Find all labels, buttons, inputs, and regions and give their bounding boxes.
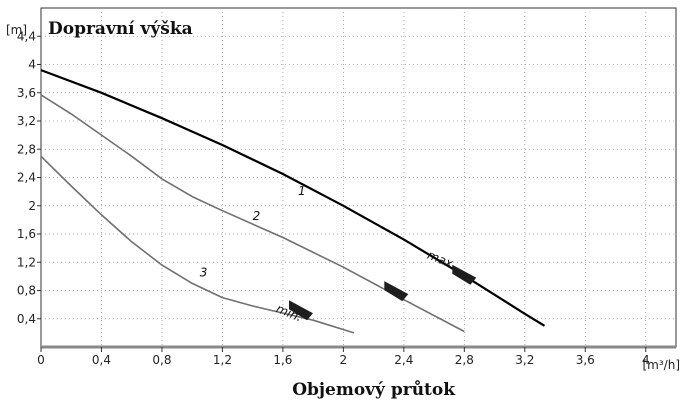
y-tick-label: 1,2 bbox=[17, 255, 36, 269]
x-tick-label: 0 bbox=[37, 353, 45, 367]
x-unit-label: [m³/h] bbox=[642, 358, 680, 372]
x-tick-label: 2 bbox=[340, 353, 348, 367]
series-line-3 bbox=[40, 155, 355, 334]
chart-title: Dopravní výška bbox=[48, 19, 193, 39]
y-tick-label: 4,4 bbox=[17, 29, 36, 43]
y-tick-label: 3,6 bbox=[17, 86, 36, 100]
y-tick-label: 0,8 bbox=[17, 284, 36, 298]
y-tick-label: 3,2 bbox=[17, 114, 36, 128]
plot-frame bbox=[40, 7, 677, 348]
operating-point-marker bbox=[384, 281, 409, 302]
series-line-1 bbox=[40, 69, 546, 327]
x-tick-label: 2,4 bbox=[394, 353, 413, 367]
x-tick-label: 4 bbox=[642, 353, 650, 367]
series-line-2 bbox=[40, 94, 465, 333]
operating-point-marker bbox=[452, 264, 477, 285]
curve-annotation: 2 bbox=[253, 209, 261, 223]
y-unit-label: [m] bbox=[6, 23, 27, 37]
x-tick-label: 1,2 bbox=[213, 353, 232, 367]
curve-annotation: 3 bbox=[200, 265, 208, 279]
x-tick-label: 3,6 bbox=[576, 353, 595, 367]
x-tick-label: 1,6 bbox=[273, 353, 292, 367]
y-tick-label: 4 bbox=[28, 58, 36, 72]
y-tick-label: 1,6 bbox=[17, 227, 36, 241]
y-tick-label: 0,4 bbox=[17, 312, 36, 326]
y-tick-label: 2,8 bbox=[17, 142, 36, 156]
x-tick-label: 3,2 bbox=[515, 353, 534, 367]
y-tick-label: 2,4 bbox=[17, 171, 36, 185]
operating-point-marker bbox=[289, 300, 313, 321]
x-tick-label: 0,4 bbox=[92, 353, 111, 367]
x-axis-title: Objemový průtok bbox=[292, 379, 456, 400]
x-tick-label: 0,8 bbox=[152, 353, 171, 367]
y-tick-label: 2 bbox=[28, 199, 36, 213]
x-tick-label: 2,8 bbox=[455, 353, 474, 367]
curve-annotation: 1 bbox=[298, 184, 306, 198]
